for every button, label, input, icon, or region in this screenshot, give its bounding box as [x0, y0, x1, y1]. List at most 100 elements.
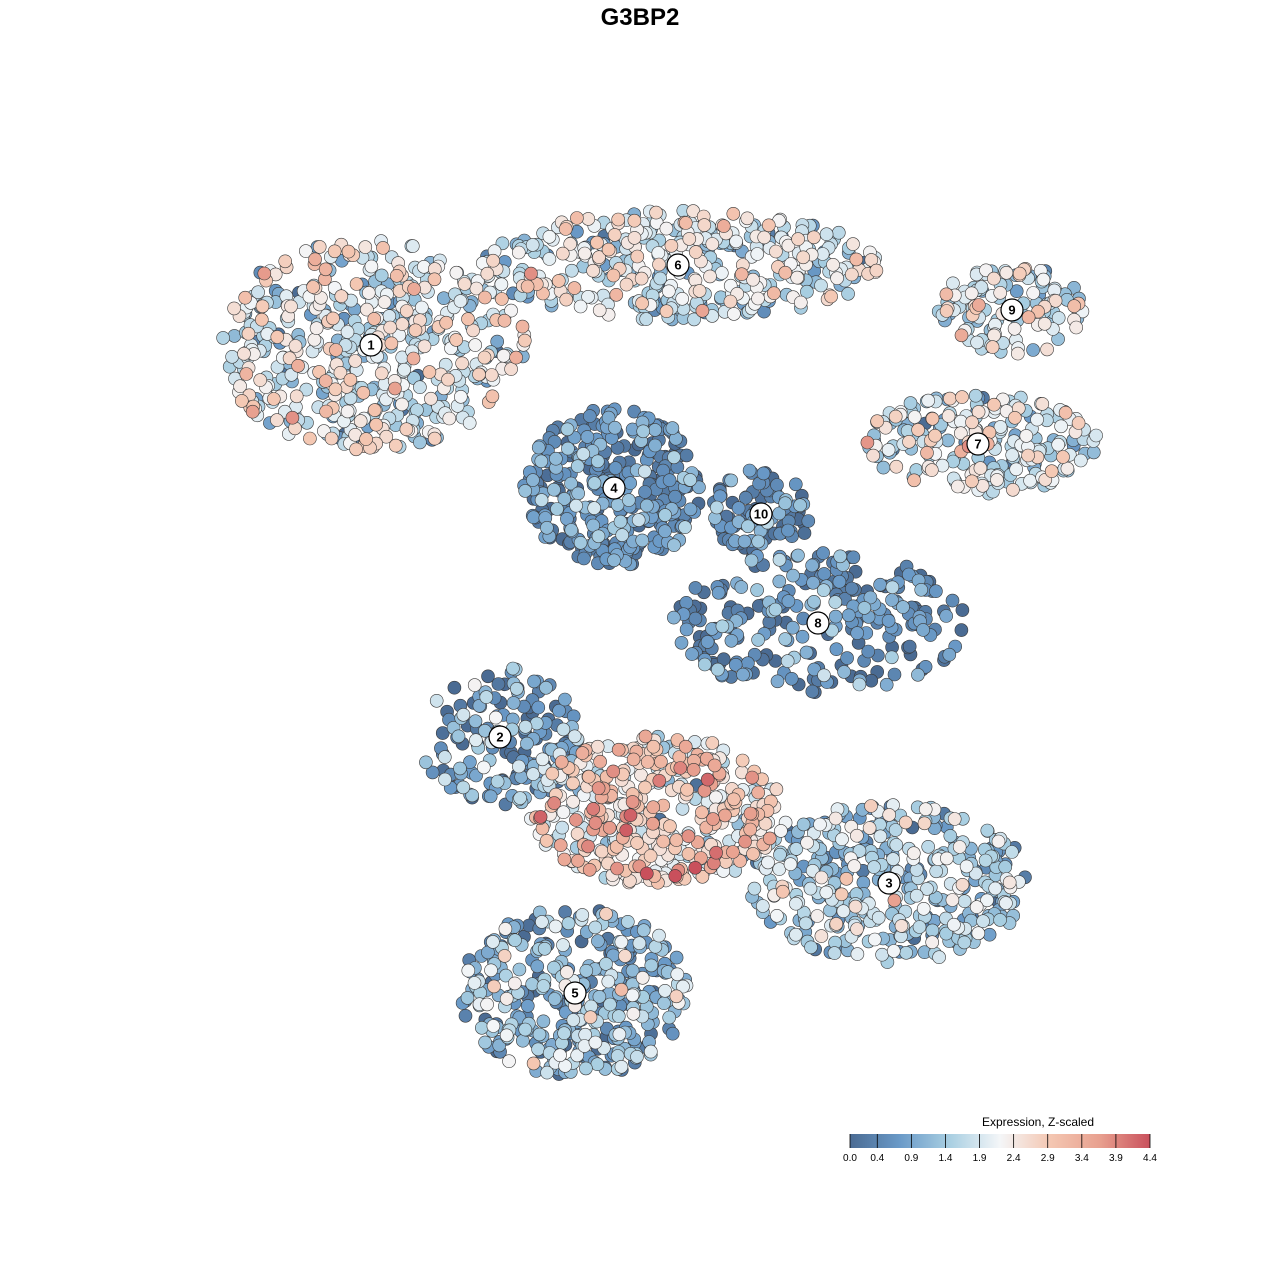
cell-point: [288, 339, 303, 353]
cell-point: [285, 410, 300, 425]
cell-point: [579, 1061, 593, 1076]
cell-point: [998, 860, 1013, 874]
cell-point: [682, 232, 697, 246]
cell-point: [227, 301, 241, 316]
cell-point: [751, 785, 766, 800]
cell-point: [257, 266, 272, 281]
cell-point: [862, 821, 877, 835]
cell-point: [216, 331, 230, 345]
cell-point: [424, 391, 438, 406]
cell-point: [1008, 410, 1022, 425]
cell-point: [716, 652, 731, 667]
cell-point: [478, 1035, 492, 1050]
cell-point: [790, 270, 805, 285]
cell-point: [884, 650, 899, 665]
cell-point: [947, 812, 962, 826]
cell-point: [941, 409, 956, 423]
cell-point: [270, 330, 285, 344]
cell-point: [670, 967, 685, 982]
cell-point: [576, 447, 591, 461]
cell-point: [603, 997, 617, 1012]
cell-point: [846, 237, 860, 251]
cell-point: [555, 246, 570, 261]
cell-point: [237, 346, 251, 361]
cell-point: [928, 428, 942, 443]
cell-point: [957, 894, 972, 909]
cell-point: [474, 1021, 489, 1035]
cell-point: [873, 829, 888, 844]
cell-point: [807, 594, 821, 609]
cell-point: [999, 896, 1013, 910]
cell-point: [643, 849, 658, 863]
cell-point: [813, 817, 827, 832]
cell-point: [942, 647, 957, 662]
cell-point: [840, 651, 854, 665]
cell-point: [959, 859, 974, 874]
cell-point: [800, 835, 814, 850]
cell-point: [648, 423, 662, 437]
cell-point: [451, 729, 466, 744]
cell-point: [795, 629, 810, 644]
cell-point: [844, 581, 859, 596]
cell-point: [508, 933, 522, 948]
cell-point: [644, 958, 659, 973]
cell-point: [537, 941, 552, 956]
cell-point: [697, 657, 712, 672]
cell-point: [658, 508, 672, 522]
cell-point: [876, 460, 891, 475]
cell-point: [618, 949, 632, 963]
cell-point: [479, 690, 494, 704]
cell-point: [429, 693, 444, 708]
cell-point: [1002, 875, 1017, 890]
cell-point: [663, 819, 677, 834]
cell-point: [735, 753, 750, 768]
cell-point: [461, 963, 476, 978]
cell-point: [727, 307, 741, 321]
cell-point: [326, 311, 340, 326]
cell-point: [636, 424, 651, 439]
cell-point: [807, 230, 821, 245]
cell-point: [289, 389, 304, 404]
cell-point: [395, 317, 410, 331]
cell-point: [520, 999, 535, 1013]
cell-point: [724, 473, 739, 488]
cell-point: [834, 887, 849, 902]
cell-point: [906, 846, 921, 861]
cell-point: [939, 287, 954, 302]
cell-point: [679, 595, 694, 610]
cell-point: [626, 1006, 641, 1021]
cell-point: [570, 459, 585, 474]
cell-point: [526, 473, 540, 487]
cell-point: [506, 661, 520, 676]
cell-point: [564, 476, 578, 491]
cell-point: [700, 772, 715, 787]
cell-point: [914, 582, 929, 597]
cell-point: [746, 272, 760, 287]
cell-point: [957, 935, 972, 950]
cell-point: [939, 851, 954, 866]
cell-point: [327, 244, 342, 259]
cell-point: [615, 528, 630, 542]
cell-point: [239, 367, 254, 381]
cell-point: [602, 820, 617, 835]
cell-point: [566, 776, 580, 791]
cell-point: [666, 610, 681, 625]
cell-point: [835, 832, 849, 847]
cell-point: [579, 963, 594, 978]
cell-point: [593, 754, 607, 769]
cell-point: [828, 595, 843, 609]
cell-point: [548, 919, 563, 934]
cell-point: [512, 962, 527, 977]
cell-point: [561, 916, 576, 931]
cell-point: [755, 899, 770, 913]
cell-point: [886, 852, 900, 866]
cell-point: [540, 520, 554, 535]
cell-point: [646, 816, 660, 831]
cell-point: [911, 667, 925, 682]
cell-point: [235, 394, 249, 408]
cell-point: [453, 294, 468, 308]
cell-point: [590, 235, 604, 250]
cell-point: [796, 250, 811, 265]
cluster-badge-text: 7: [974, 437, 981, 452]
